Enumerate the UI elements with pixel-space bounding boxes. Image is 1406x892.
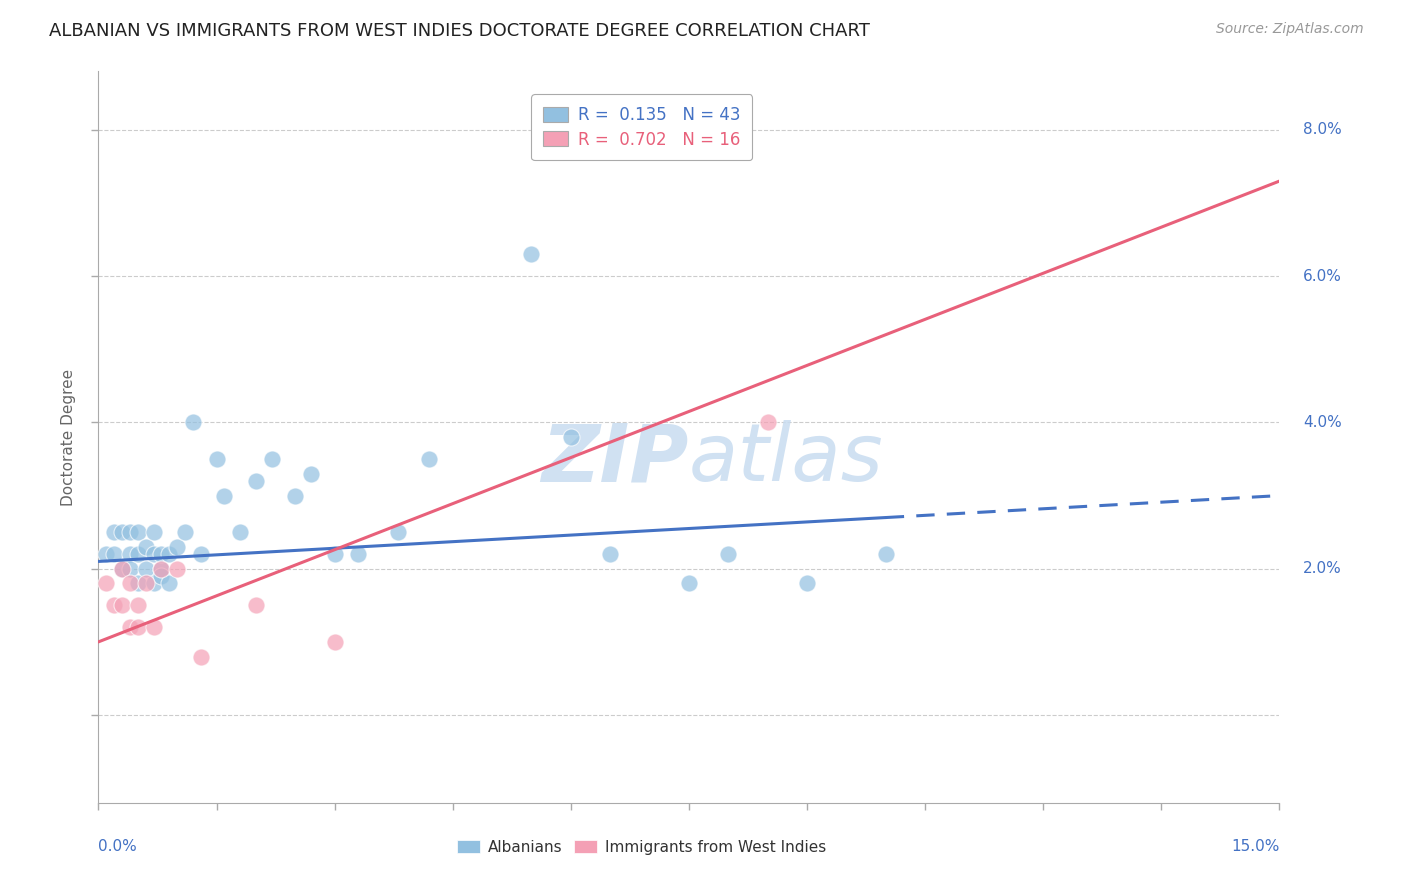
Point [150,547,173,561]
Point [157,576,180,591]
Point [229,525,252,540]
Point [118,620,141,634]
Point [157,547,180,561]
Point [127,547,149,561]
Text: 8.0%: 8.0% [1303,122,1341,137]
Point [418,452,440,467]
Point [181,416,204,430]
Point [96,576,118,591]
Point [96,547,118,561]
Point [103,599,125,613]
Legend: Albanians, Immigrants from West Indies: Albanians, Immigrants from West Indies [451,834,832,861]
Point [260,452,283,467]
Point [323,635,346,649]
Point [190,547,212,561]
Point [599,547,621,561]
Point [103,547,125,561]
Point [118,525,141,540]
Y-axis label: Doctorate Degree: Doctorate Degree [60,368,76,506]
Point [323,547,346,561]
Point [118,576,141,591]
Point [111,562,134,576]
Point [347,547,370,561]
Point [205,452,228,467]
Point [127,620,149,634]
Point [103,525,125,540]
Point [135,576,157,591]
Point [127,576,149,591]
Point [717,547,740,561]
Point [150,569,173,583]
Point [111,525,134,540]
Point [118,562,141,576]
Point [214,489,236,503]
Point [166,540,188,554]
Point [174,525,197,540]
Point [118,547,141,561]
Text: 4.0%: 4.0% [1303,415,1341,430]
Point [875,547,897,561]
Point [111,562,134,576]
Point [142,547,165,561]
Point [135,562,157,576]
Point [150,562,173,576]
Point [127,599,149,613]
Point [135,540,157,554]
Point [166,562,188,576]
Point [520,247,543,261]
Point [678,576,700,591]
Text: ALBANIAN VS IMMIGRANTS FROM WEST INDIES DOCTORATE DEGREE CORRELATION CHART: ALBANIAN VS IMMIGRANTS FROM WEST INDIES … [49,22,870,40]
Point [796,576,818,591]
Point [284,489,307,503]
Point [245,474,267,488]
Text: 15.0%: 15.0% [1232,839,1279,855]
Text: 0.0%: 0.0% [98,839,138,855]
Text: 6.0%: 6.0% [1303,268,1341,284]
Point [142,576,165,591]
Text: ZIP: ZIP [541,420,689,498]
Point [127,525,149,540]
Text: 2.0%: 2.0% [1303,561,1341,576]
Point [142,525,165,540]
Text: Source: ZipAtlas.com: Source: ZipAtlas.com [1216,22,1364,37]
Point [190,649,212,664]
Point [560,430,582,444]
Text: atlas: atlas [689,420,884,498]
Point [387,525,409,540]
Point [142,620,165,634]
Point [245,599,267,613]
Point [299,467,322,481]
Point [756,416,779,430]
Point [150,562,173,576]
Point [111,599,134,613]
